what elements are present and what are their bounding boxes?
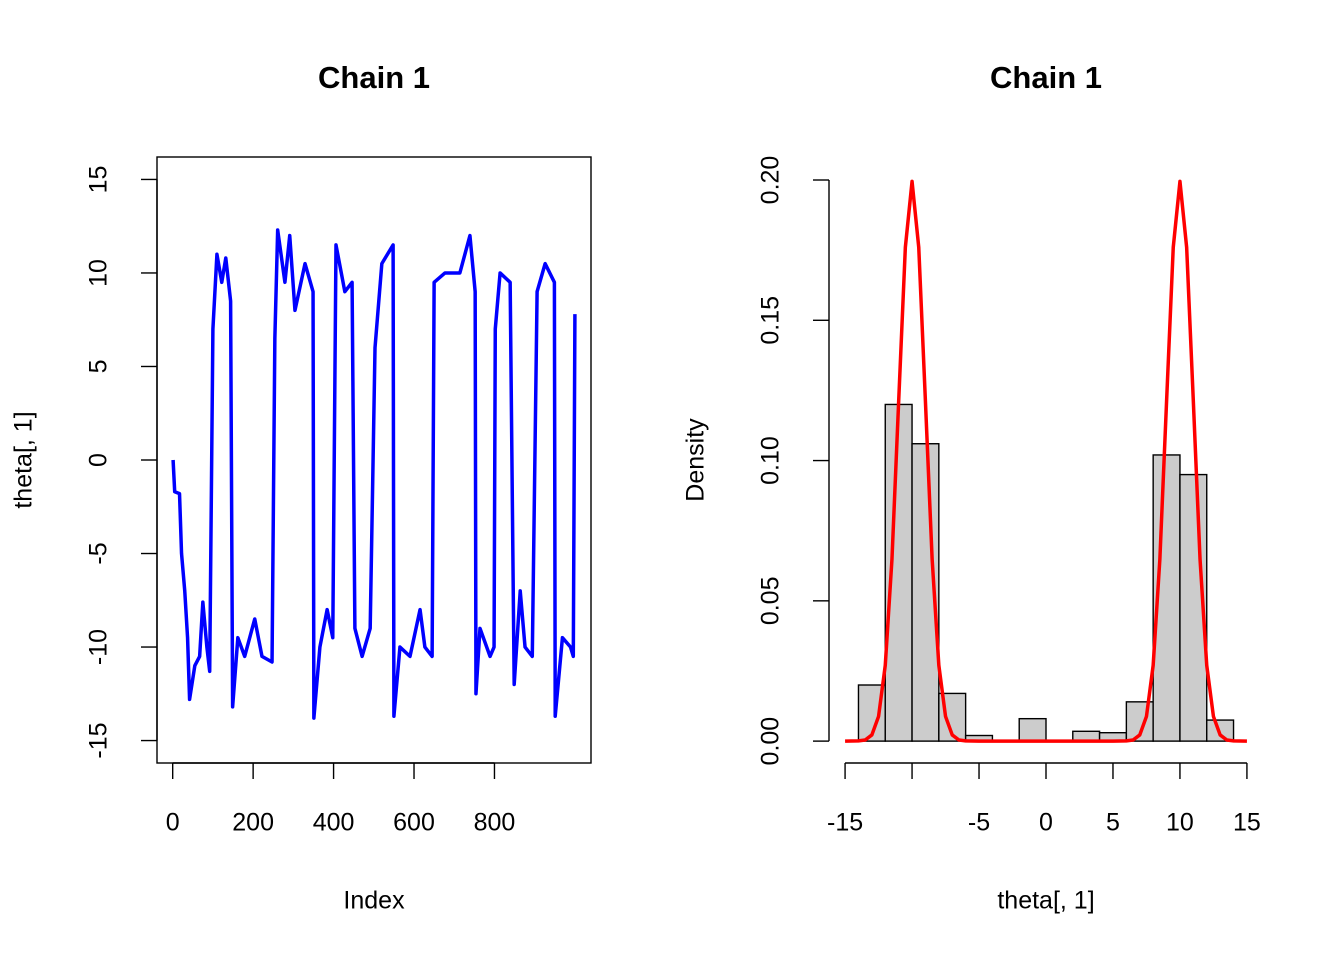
histogram-bar — [1018, 717, 1047, 742]
y-tick-label: -10 — [85, 629, 113, 665]
x-tick-label: 0 — [166, 809, 180, 837]
chart-title: Chain 1 — [990, 60, 1102, 95]
density-curve — [845, 179, 1247, 743]
y-tick-label: 0.00 — [757, 717, 785, 766]
y-tick-label: -15 — [85, 722, 113, 758]
x-tick-label: 400 — [313, 809, 355, 837]
x-axis-label: Index — [343, 887, 405, 915]
x-tick-label: -15 — [827, 809, 863, 837]
x-tick-label: 15 — [1233, 809, 1261, 837]
x-tick-label: 0 — [1039, 809, 1053, 837]
y-tick-label: 0.20 — [757, 156, 785, 205]
x-tick-label: 5 — [1106, 809, 1120, 837]
y-tick-label: 15 — [85, 166, 113, 194]
x-tick-label: 10 — [1166, 809, 1194, 837]
chart-title: Chain 1 — [318, 60, 430, 95]
y-tick-label: -5 — [85, 542, 113, 564]
x-tick-label: 200 — [232, 809, 274, 837]
y-tick-label: 0 — [85, 453, 113, 467]
x-tick-label: 800 — [474, 809, 516, 837]
x-tick-label: -5 — [968, 809, 990, 837]
y-tick-label: 10 — [85, 259, 113, 287]
x-tick-label: 600 — [393, 809, 435, 837]
y-tick-label: 0.10 — [757, 436, 785, 485]
y-tick-label: 5 — [85, 360, 113, 374]
histogram-bar — [884, 403, 913, 742]
y-tick-label: 0.15 — [757, 296, 785, 345]
x-axis-label: theta[, 1] — [997, 887, 1094, 915]
y-tick-label: 0.05 — [757, 577, 785, 626]
y-axis-label: Density — [682, 418, 710, 502]
y-axis-label: theta[, 1] — [10, 411, 38, 508]
data-line — [171, 228, 577, 720]
